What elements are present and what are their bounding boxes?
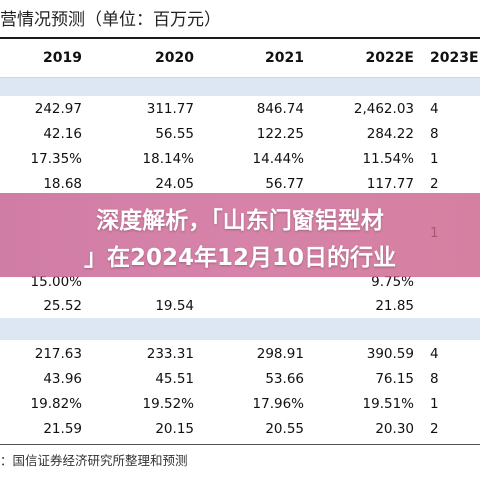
cell: 122.25 xyxy=(256,126,304,142)
cell: 298.91 xyxy=(256,346,304,362)
headline-line-1: 深度解析，「山东门窗铝型材 xyxy=(96,208,384,234)
source-note: ：国信证券经济研究所整理和预测 xyxy=(0,453,188,468)
cell: 2 xyxy=(430,421,439,437)
cell: 43.96 xyxy=(43,371,82,387)
cell: 2,462.03 xyxy=(353,101,414,117)
cell: 8 xyxy=(430,126,439,142)
cell: 24.05 xyxy=(155,176,194,192)
table-row: 21.59 20.15 20.55 20.30 2 xyxy=(0,417,480,441)
cell: 117.77 xyxy=(366,176,414,192)
cell: 217.63 xyxy=(34,346,82,362)
table-row: 42.16 56.55 122.25 284.22 8 xyxy=(0,122,480,146)
section-band-1 xyxy=(0,78,480,96)
header-2020: 2020 xyxy=(155,50,194,66)
cell: 42.16 xyxy=(43,126,82,142)
cell: 846.74 xyxy=(256,101,304,117)
cell: 21.85 xyxy=(375,298,414,314)
cell: 17.96% xyxy=(252,396,304,412)
cell: 45.51 xyxy=(155,371,194,387)
cell: 21.59 xyxy=(43,421,82,437)
cell: 2 xyxy=(430,176,439,192)
table-row: 217.63 233.31 298.91 390.59 4 xyxy=(0,342,480,366)
cell: 4 xyxy=(430,101,439,117)
header-2019: 2019 xyxy=(43,50,82,66)
cell: 1 xyxy=(430,151,439,167)
cell: 20.30 xyxy=(375,421,414,437)
cell: 76.15 xyxy=(375,371,414,387)
table-row: 242.97 311.77 846.74 2,462.03 4 xyxy=(0,97,480,121)
headline-line-2: 」在2024年12月10日的行业 xyxy=(83,245,397,271)
table-title: 营情况预测（单位：百万元） xyxy=(0,10,221,30)
cell: 20.55 xyxy=(265,421,304,437)
cell: 56.77 xyxy=(265,176,304,192)
cell: 242.97 xyxy=(34,101,82,117)
cell: 311.77 xyxy=(146,101,194,117)
headline-banner[interactable]: 深度解析，「山东门窗铝型材 」在2024年12月10日的行业 xyxy=(0,193,480,277)
cell: 19.51% xyxy=(362,396,414,412)
cell: 18.14% xyxy=(142,151,194,167)
table-row: 18.68 24.05 56.77 117.77 2 xyxy=(0,172,480,196)
cell: 25.52 xyxy=(43,298,82,314)
cell: 20.15 xyxy=(155,421,194,437)
cell: 19.82% xyxy=(30,396,82,412)
table-row: 15.00% 9.75% xyxy=(0,270,480,294)
bottom-rule xyxy=(0,444,480,445)
cell xyxy=(430,294,480,318)
cell: 1 xyxy=(430,396,439,412)
cell: 11.54% xyxy=(362,151,414,167)
cell: 9.75% xyxy=(371,274,414,290)
cell: 4 xyxy=(430,346,439,362)
cell: 284.22 xyxy=(366,126,414,142)
section-band-2 xyxy=(0,318,480,340)
cell xyxy=(218,294,304,318)
cell: 53.66 xyxy=(265,371,304,387)
cell: 19.52% xyxy=(142,396,194,412)
table-row: 17.35% 18.14% 14.44% 11.54% 1 xyxy=(0,147,480,171)
table-row: 19.82% 19.52% 17.96% 19.51% 1 xyxy=(0,392,480,416)
header-2021: 2021 xyxy=(265,50,304,66)
table-row: 25.52 19.54 21.85 xyxy=(0,294,480,318)
cell: 15.00% xyxy=(30,274,82,290)
cell: 233.31 xyxy=(146,346,194,362)
cell: 18.68 xyxy=(43,176,82,192)
header-2022e: 2022E xyxy=(365,50,414,66)
table-row: 43.96 45.51 53.66 76.15 8 xyxy=(0,367,480,391)
header-2023e: 2023E xyxy=(430,50,479,66)
cell: 14.44% xyxy=(252,151,304,167)
cell: 8 xyxy=(430,371,439,387)
top-rule xyxy=(0,37,480,39)
cell: 19.54 xyxy=(155,298,194,314)
table-header-row: 2019 2020 2021 2022E 2023E xyxy=(0,39,480,78)
cell: 17.35% xyxy=(30,151,82,167)
cell: 390.59 xyxy=(366,346,414,362)
cell: 56.55 xyxy=(155,126,194,142)
